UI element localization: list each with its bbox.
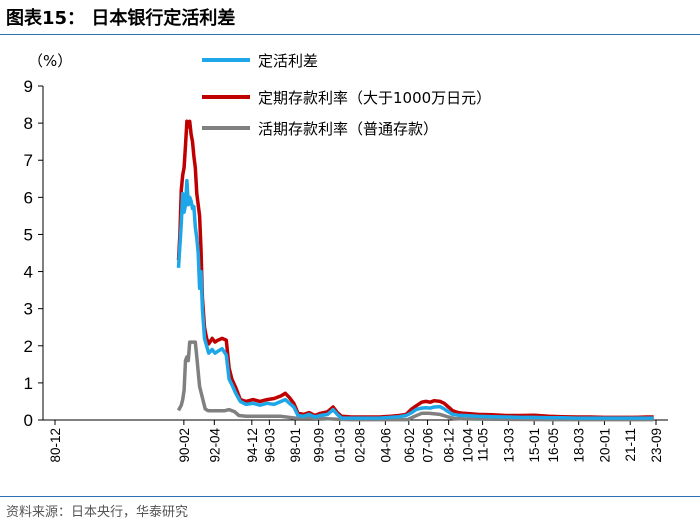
- x-tick-label: 02-08: [353, 428, 368, 463]
- legend-label-2: 活期存款利率（普通存款）: [258, 120, 438, 138]
- title-rule: [0, 34, 700, 35]
- series-line-2: [176, 340, 654, 422]
- y-tick-label: 7: [24, 151, 33, 170]
- x-tick-label: 08-12: [442, 428, 457, 463]
- y-tick-label: 2: [24, 337, 33, 356]
- figure-title: 图表15： 日本银行定活利差: [6, 8, 236, 29]
- y-axis-unit-label: （%）: [28, 52, 72, 70]
- y-tick-label: 8: [24, 114, 33, 133]
- y-tick-label: 0: [24, 411, 33, 430]
- x-tick-label: 07-06: [421, 428, 436, 463]
- y-tick-label: 6: [24, 188, 33, 207]
- source-rule: [0, 496, 700, 497]
- x-tick-label: 11-05: [476, 428, 491, 462]
- x-tick-label: 92-04: [207, 428, 222, 463]
- x-tick-label: 80-12: [48, 428, 63, 463]
- series-line-0: [176, 178, 654, 420]
- x-tick-label: 10-04: [460, 428, 475, 463]
- x-tick-label: 99-09: [312, 428, 327, 463]
- legend-label-0: 定活利差: [258, 52, 318, 70]
- x-tick-label: 06-02: [402, 428, 417, 463]
- x-tick-label: 18-03: [572, 428, 587, 463]
- line-chart: 0 1 2 3 4 5 6 7 8 9 80-12 90-02 92-04 94-12 96-03 98-0…: [24, 52, 668, 463]
- x-tick-label: 16-05: [546, 428, 561, 463]
- legend-label-1: 定期存款利率（大于1000万日元）: [258, 89, 491, 107]
- x-tick-label: 94-12: [245, 428, 260, 463]
- x-tick-label: 15-01: [527, 428, 542, 463]
- y-tick-label: 3: [24, 300, 33, 319]
- y-tick-label: 4: [24, 263, 33, 282]
- y-tick-label: 1: [24, 374, 33, 393]
- y-tick-label: 5: [24, 225, 33, 244]
- x-tick-label: 20-01: [597, 428, 612, 463]
- source-note: 资料来源：日本央行，华泰研究: [6, 505, 189, 520]
- x-tick-label: 98-01: [288, 428, 303, 463]
- x-tick-label: 04-06: [378, 428, 393, 463]
- x-tick-label: 90-02: [177, 428, 192, 463]
- x-tick-label: 96-03: [262, 428, 277, 463]
- x-tick-label: 23-09: [649, 428, 664, 463]
- x-tick-label: 01-03: [333, 428, 348, 463]
- y-tick-label: 9: [24, 77, 33, 96]
- x-tick-label: 21-11: [623, 428, 638, 462]
- x-tick-label: 13-03: [501, 428, 516, 463]
- series-line-1: [176, 119, 654, 420]
